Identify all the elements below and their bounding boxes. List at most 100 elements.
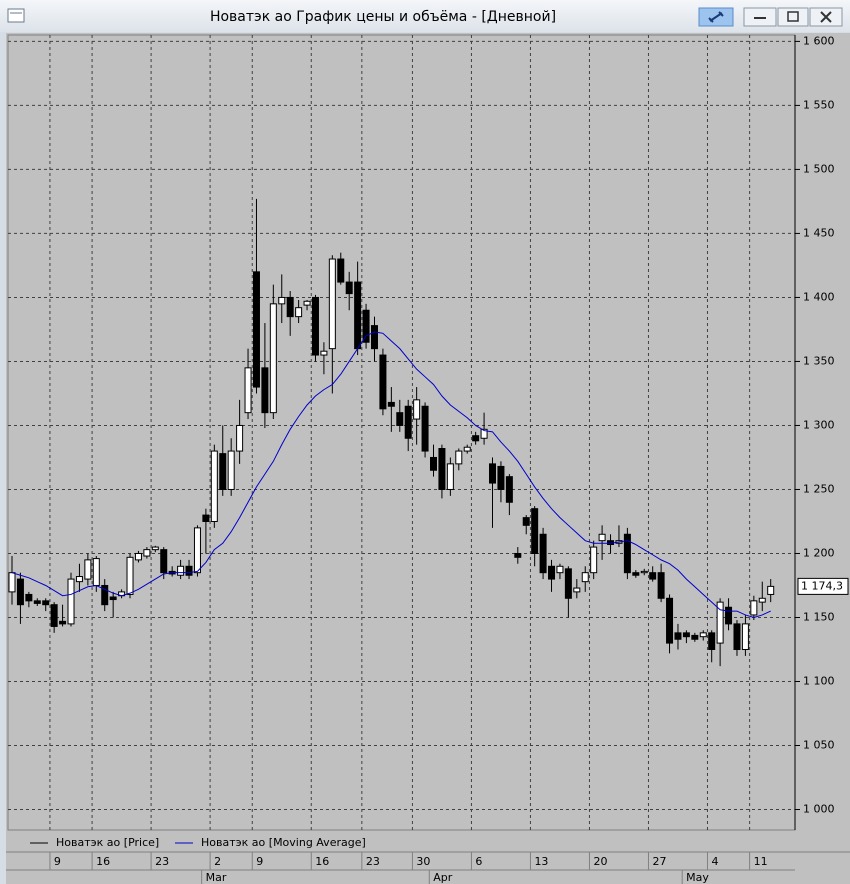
candle-body	[92, 558, 100, 586]
candle-body	[8, 572, 16, 593]
candle-body	[50, 604, 58, 627]
window-icon	[7, 8, 25, 23]
candle-body	[185, 565, 193, 576]
candle-body	[370, 325, 378, 350]
candle-body	[345, 281, 353, 295]
window-title: Новатэк ао График цены и объёма - [Дневн…	[210, 9, 556, 25]
y-tick-label: 1 550	[803, 98, 835, 111]
candle-body	[16, 578, 24, 606]
candle-body	[649, 572, 657, 580]
candle-body	[573, 587, 581, 593]
candle-body	[640, 570, 648, 574]
candle-body	[531, 508, 539, 554]
x-tick-label: 2	[214, 855, 221, 868]
y-tick-label: 1 200	[803, 546, 835, 559]
x-tick-label: 4	[711, 855, 718, 868]
candle-body	[244, 367, 252, 414]
candle-body	[725, 606, 733, 625]
candle-body	[25, 593, 33, 602]
month-label: May	[686, 871, 709, 884]
candle-body	[295, 307, 303, 318]
candle-body	[632, 572, 640, 576]
candle-body	[42, 600, 50, 606]
candle-body	[666, 597, 674, 644]
candle-body	[674, 632, 682, 640]
candle-body	[539, 533, 547, 574]
candle-body	[733, 623, 741, 650]
x-tick-label: 20	[593, 855, 607, 868]
candle-body	[548, 565, 556, 580]
candle-body	[480, 428, 488, 439]
x-tick-label: 6	[475, 855, 482, 868]
candle-body	[236, 424, 244, 452]
maximize-icon	[787, 11, 799, 22]
candle-body	[522, 517, 530, 526]
candle-body	[177, 565, 185, 576]
y-tick-label: 1 000	[803, 803, 835, 816]
candle-body	[430, 456, 437, 471]
plot-area	[7, 34, 796, 831]
candle-body	[396, 412, 404, 426]
candle-body	[160, 549, 168, 574]
candle-body	[598, 533, 606, 542]
candle-body	[581, 572, 589, 583]
candle-body	[657, 572, 665, 599]
candle-body	[699, 632, 707, 638]
candle-body	[758, 597, 766, 603]
x-tick-label: 9	[256, 855, 263, 868]
legend-label: Новатэк ао [Moving Average]	[201, 836, 366, 849]
candle-body	[311, 296, 319, 356]
candle-body	[556, 565, 564, 574]
candle-body	[59, 620, 67, 625]
last-price-box	[797, 577, 849, 595]
y-tick-label: 1 300	[803, 418, 835, 431]
maximize-button[interactable]	[777, 7, 809, 27]
candle-body	[269, 303, 277, 414]
candle-body	[421, 405, 429, 452]
candle-body	[109, 596, 117, 601]
x-tick-label: 27	[652, 855, 666, 868]
candle-body	[151, 546, 159, 551]
close-icon	[820, 11, 832, 23]
y-tick-label: 1 050	[803, 739, 835, 752]
candle-body	[337, 258, 345, 283]
y-tick-label: 1 350	[803, 354, 835, 367]
y-tick-label: 1 450	[803, 226, 835, 239]
candle-body	[691, 634, 699, 640]
y-tick-label: 1 500	[803, 162, 835, 175]
candle-body	[750, 600, 758, 616]
moving-average-line	[11, 331, 771, 619]
candle-body	[320, 350, 328, 356]
candle-body	[767, 585, 775, 595]
candle-body	[75, 576, 83, 583]
y-tick-label: 1 150	[803, 610, 835, 623]
candle-body	[143, 549, 151, 557]
candle-body	[261, 367, 269, 414]
x-tick-label: 11	[754, 855, 768, 868]
x-tick-label: 13	[534, 855, 548, 868]
candle-body	[126, 556, 134, 595]
last-price-label: 1 174,3	[801, 579, 843, 592]
x-tick-label: 9	[54, 855, 61, 868]
candle-body	[489, 463, 497, 484]
candle-body	[716, 601, 724, 644]
candle-body	[193, 527, 201, 574]
candle-body	[286, 296, 294, 318]
candle-body	[252, 271, 260, 388]
candle-body	[278, 296, 286, 305]
candle-body	[623, 533, 631, 574]
candle-body	[67, 578, 75, 625]
candle-body	[472, 435, 480, 442]
candle-body	[590, 546, 598, 574]
y-tick-label: 1 100	[803, 674, 835, 687]
y-tick-label: 1 250	[803, 482, 835, 495]
x-tick-label: 16	[315, 855, 329, 868]
candle-body	[438, 448, 446, 490]
x-tick-label: 30	[416, 855, 430, 868]
candle-body	[413, 399, 421, 420]
candle-body	[354, 281, 362, 350]
candle-body	[741, 623, 749, 650]
candle-body	[455, 450, 463, 465]
candle-body	[387, 401, 395, 407]
